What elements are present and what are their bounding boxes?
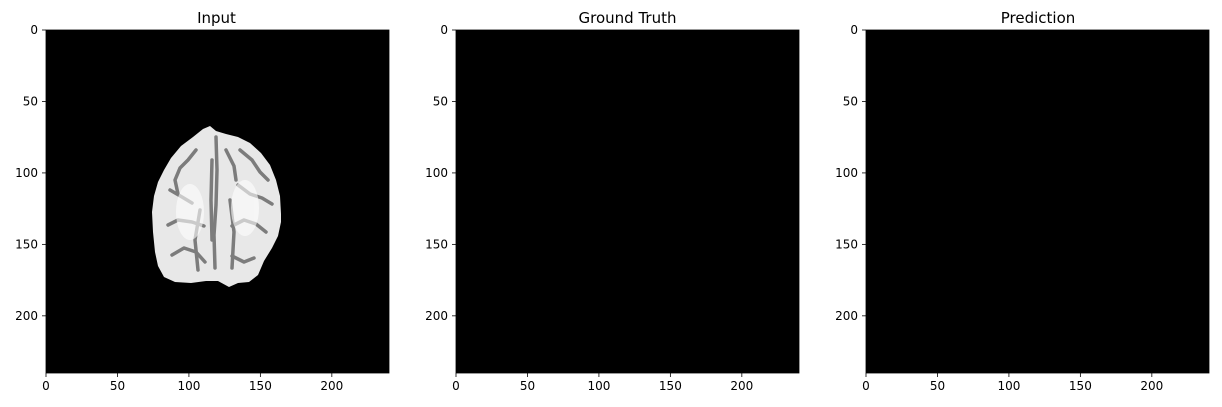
panel-input: Input bbox=[15, 9, 390, 393]
y-tick-label: 50 bbox=[433, 94, 448, 108]
sulcus bbox=[173, 148, 198, 196]
y-tick-label: 200 bbox=[15, 309, 38, 323]
x-tick-label: 150 bbox=[659, 379, 682, 393]
brain-slice bbox=[152, 126, 281, 287]
x-tick-label: 50 bbox=[520, 379, 535, 393]
axes-frame bbox=[45, 29, 390, 374]
x-tick-label: 100 bbox=[587, 379, 610, 393]
image-area bbox=[866, 30, 1209, 373]
y-tick-label: 200 bbox=[835, 309, 858, 323]
y-axis: 0 50 100 150 200 bbox=[15, 23, 46, 323]
x-axis: 0 50 100 150 200 bbox=[42, 373, 343, 393]
panel-title: Ground Truth bbox=[579, 9, 677, 27]
x-tick-label: 200 bbox=[730, 379, 753, 393]
bright-region bbox=[176, 184, 204, 240]
y-tick-label: 150 bbox=[15, 237, 38, 251]
bright-region bbox=[231, 180, 259, 236]
x-tick-label: 200 bbox=[320, 379, 343, 393]
y-tick-label: 100 bbox=[425, 166, 448, 180]
y-tick-label: 0 bbox=[850, 23, 858, 37]
y-tick-label: 0 bbox=[440, 23, 448, 37]
sulcus bbox=[230, 254, 256, 264]
sulcus bbox=[170, 246, 207, 264]
panel-ground-truth: Ground Truth 0 50 100 150 200 0 50 100 150 200 bbox=[425, 9, 800, 393]
x-tick-label: 100 bbox=[177, 379, 200, 393]
y-tick-label: 100 bbox=[835, 166, 858, 180]
y-tick-label: 150 bbox=[425, 237, 448, 251]
sulcus bbox=[238, 148, 270, 182]
x-tick-label: 50 bbox=[110, 379, 125, 393]
x-tick-label: 150 bbox=[249, 379, 272, 393]
y-tick-label: 50 bbox=[23, 94, 38, 108]
sulcus bbox=[209, 158, 214, 242]
x-tick-label: 150 bbox=[1069, 379, 1092, 393]
y-tick-label: 150 bbox=[835, 237, 858, 251]
panel-prediction: Prediction 0 50 100 150 200 0 50 100 150 200 bbox=[835, 9, 1210, 393]
x-tick-label: 200 bbox=[1140, 379, 1163, 393]
y-tick-label: 100 bbox=[15, 166, 38, 180]
y-tick-label: 200 bbox=[425, 309, 448, 323]
sulcus bbox=[212, 135, 219, 270]
y-tick-label: 0 bbox=[30, 23, 38, 37]
x-tick-label: 0 bbox=[452, 379, 460, 393]
panel-title: Input bbox=[197, 9, 236, 27]
y-axis: 0 50 100 150 200 bbox=[835, 23, 866, 323]
axes-frame bbox=[865, 29, 1210, 374]
sulcus bbox=[224, 148, 238, 182]
x-tick-label: 100 bbox=[997, 379, 1020, 393]
axes-frame bbox=[455, 29, 800, 374]
image-area bbox=[456, 30, 799, 373]
y-tick-label: 50 bbox=[843, 94, 858, 108]
x-axis: 0 50 100 150 200 bbox=[452, 373, 753, 393]
x-axis: 0 50 100 150 200 bbox=[862, 373, 1163, 393]
y-axis: 0 50 100 150 200 bbox=[425, 23, 456, 323]
x-tick-label: 50 bbox=[930, 379, 945, 393]
x-tick-label: 0 bbox=[862, 379, 870, 393]
panel-title: Prediction bbox=[1001, 9, 1076, 27]
x-tick-label: 0 bbox=[42, 379, 50, 393]
